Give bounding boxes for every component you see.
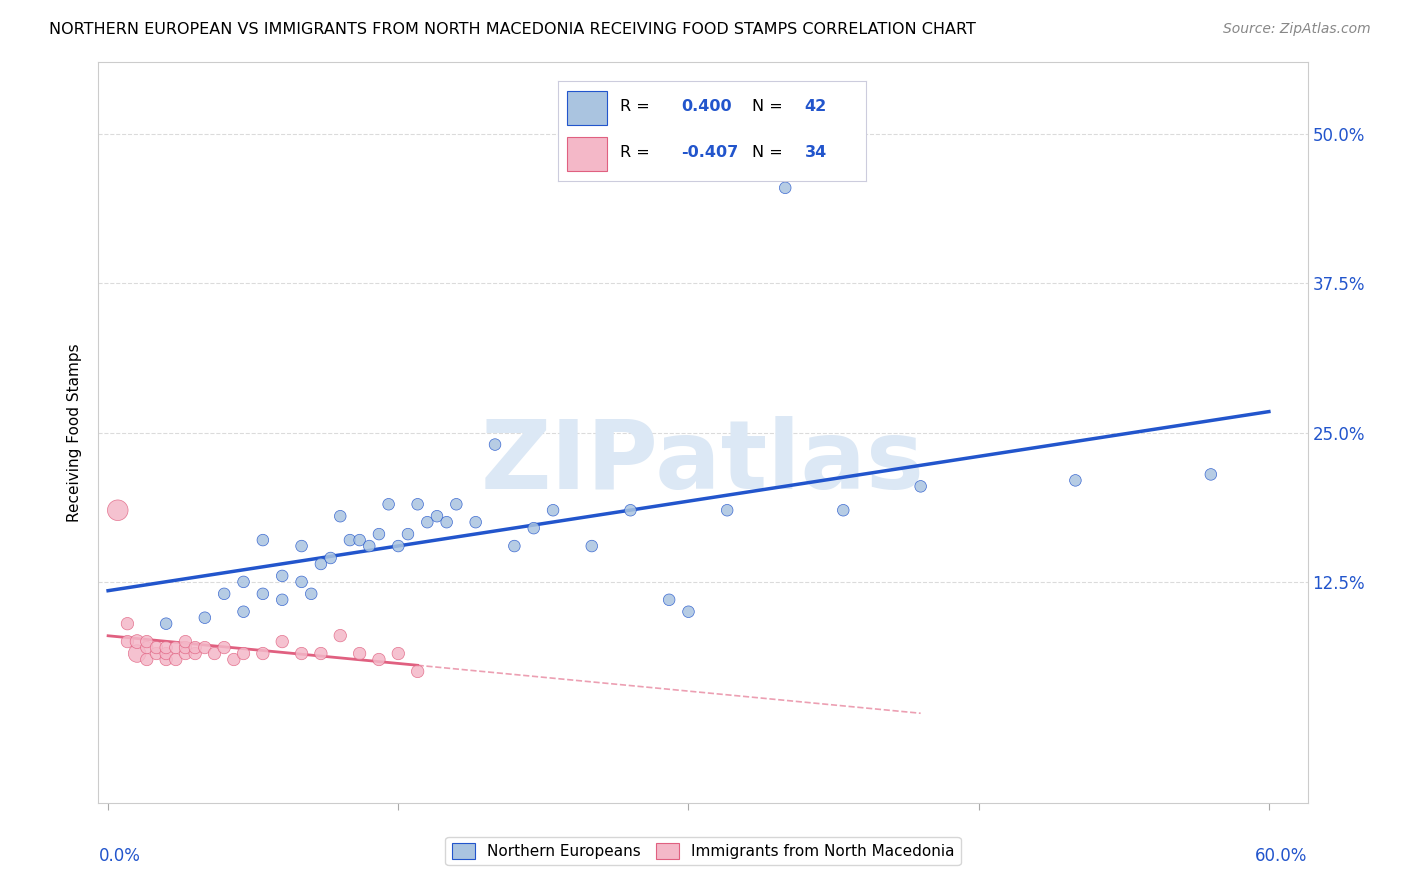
Point <box>446 497 468 511</box>
Point <box>406 665 429 679</box>
Point <box>252 587 274 601</box>
Point <box>773 181 796 195</box>
Point <box>349 647 371 661</box>
Point <box>232 647 254 661</box>
Point <box>1199 467 1222 482</box>
Legend: Northern Europeans, Immigrants from North Macedonia: Northern Europeans, Immigrants from Nort… <box>446 838 960 865</box>
Point <box>832 503 855 517</box>
Point <box>541 503 564 517</box>
Point <box>329 509 352 524</box>
Text: ZIPatlas: ZIPatlas <box>481 416 925 508</box>
Point <box>222 652 245 666</box>
Point <box>194 611 217 625</box>
Point <box>290 574 312 589</box>
Point <box>174 634 197 648</box>
Point <box>155 652 177 666</box>
Point <box>309 557 332 571</box>
Point <box>174 640 197 655</box>
Point <box>165 652 187 666</box>
Point <box>416 515 439 529</box>
Point <box>290 647 312 661</box>
Point <box>174 647 197 661</box>
Point <box>329 629 352 643</box>
Point <box>309 647 332 661</box>
Point <box>716 503 738 517</box>
Point <box>117 616 139 631</box>
Point <box>1064 474 1087 488</box>
Point <box>145 647 167 661</box>
Point <box>436 515 458 529</box>
Point <box>290 539 312 553</box>
Point <box>523 521 546 535</box>
Point <box>127 634 149 648</box>
Text: NORTHERN EUROPEAN VS IMMIGRANTS FROM NORTH MACEDONIA RECEIVING FOOD STAMPS CORRE: NORTHERN EUROPEAN VS IMMIGRANTS FROM NOR… <box>49 22 976 37</box>
Point <box>406 497 429 511</box>
Point <box>271 592 294 607</box>
Point <box>117 634 139 648</box>
Point <box>349 533 371 547</box>
Text: 0.0%: 0.0% <box>98 847 141 865</box>
Point <box>678 605 700 619</box>
Point <box>184 640 207 655</box>
Point <box>581 539 603 553</box>
Point <box>135 640 157 655</box>
Point <box>194 640 217 655</box>
Point <box>910 479 932 493</box>
Text: 60.0%: 60.0% <box>1256 847 1308 865</box>
Point <box>503 539 526 553</box>
Point <box>212 587 235 601</box>
Point <box>396 527 419 541</box>
Point <box>135 634 157 648</box>
Point <box>155 616 177 631</box>
Point <box>232 574 254 589</box>
Point <box>368 527 391 541</box>
Point <box>426 509 449 524</box>
Y-axis label: Receiving Food Stamps: Receiving Food Stamps <box>67 343 83 522</box>
Point <box>387 539 409 553</box>
Point <box>359 539 381 553</box>
Point <box>299 587 322 601</box>
Point <box>155 647 177 661</box>
Point <box>271 569 294 583</box>
Point <box>184 647 207 661</box>
Point <box>145 640 167 655</box>
Point <box>658 592 681 607</box>
Point <box>252 533 274 547</box>
Point <box>484 437 506 451</box>
Point <box>204 647 226 661</box>
Point <box>165 640 187 655</box>
Point <box>252 647 274 661</box>
Text: Source: ZipAtlas.com: Source: ZipAtlas.com <box>1223 22 1371 37</box>
Point <box>212 640 235 655</box>
Point <box>107 503 129 517</box>
Point <box>271 634 294 648</box>
Point <box>619 503 641 517</box>
Point <box>368 652 391 666</box>
Point <box>339 533 361 547</box>
Point <box>127 647 149 661</box>
Point <box>135 652 157 666</box>
Point <box>377 497 399 511</box>
Point <box>155 640 177 655</box>
Point <box>319 551 342 566</box>
Point <box>232 605 254 619</box>
Point <box>464 515 486 529</box>
Point <box>387 647 409 661</box>
